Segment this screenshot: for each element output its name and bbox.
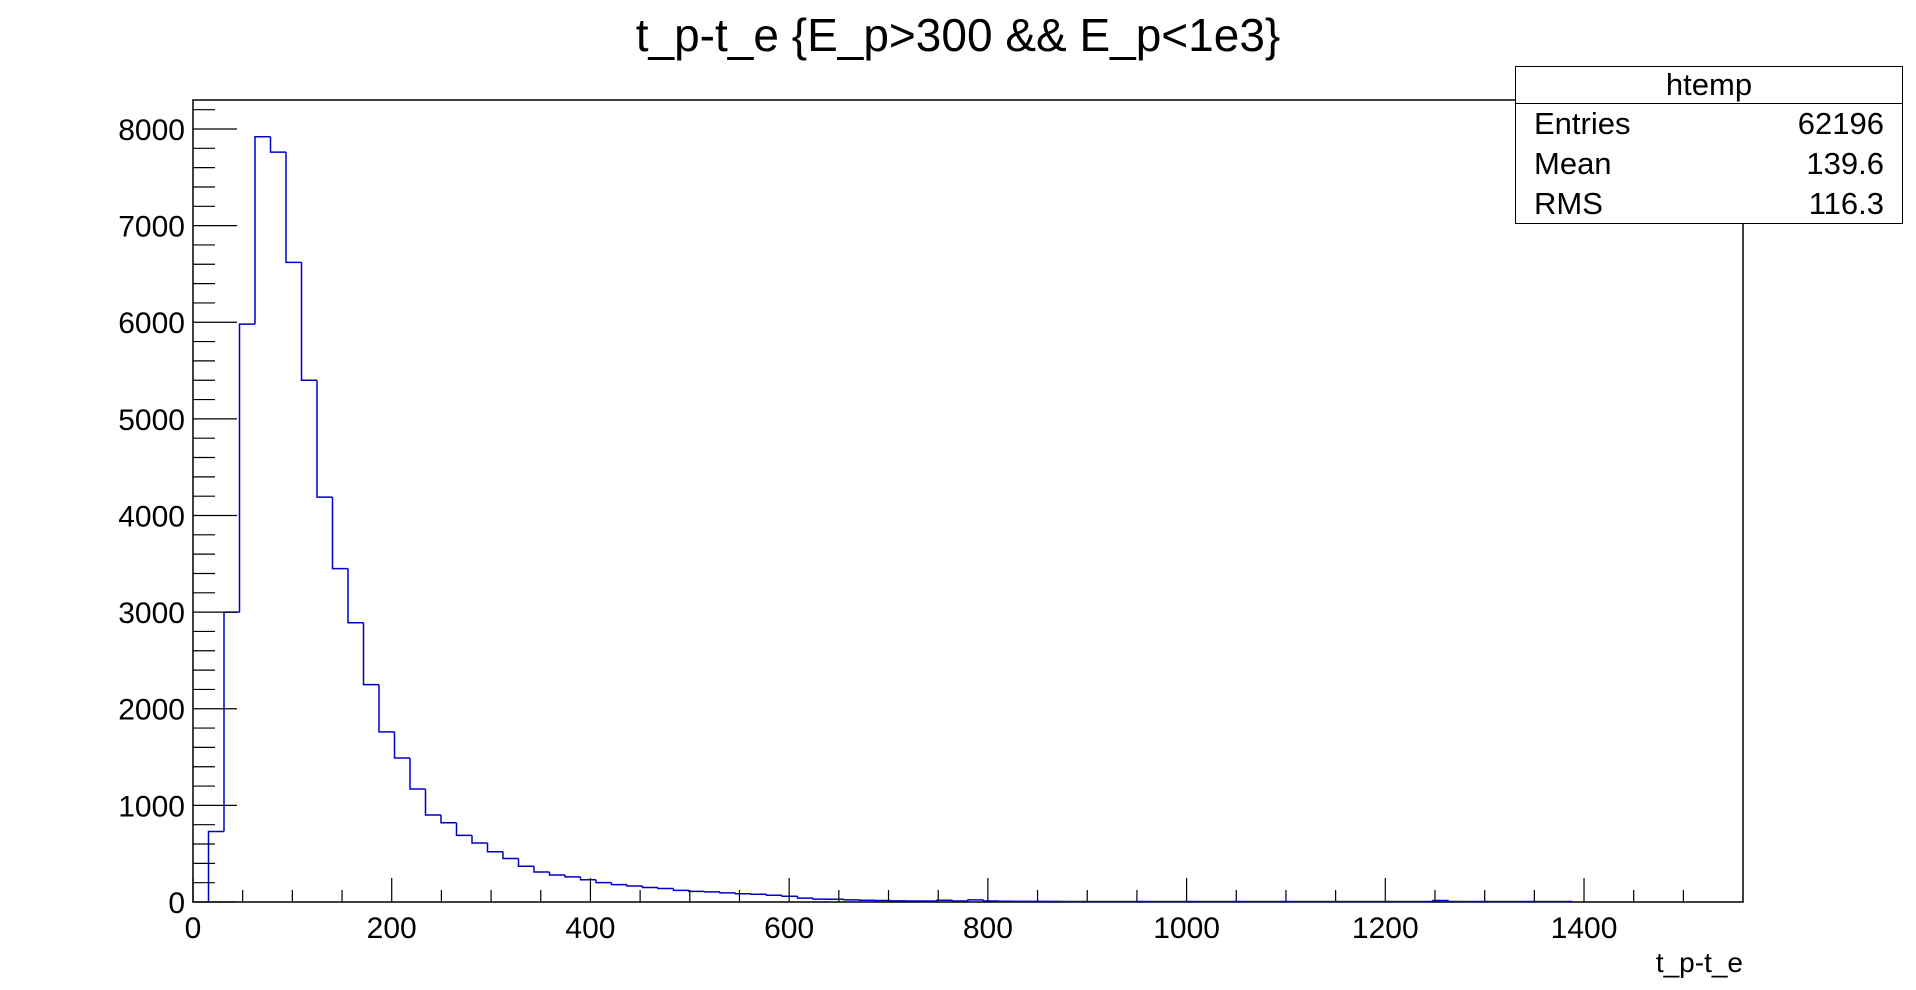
chart-title: t_p-t_e {E_p>300 && E_p<1e3} bbox=[635, 9, 1281, 61]
stats-box-title: htemp bbox=[1516, 67, 1902, 104]
x-tick-label: 800 bbox=[963, 912, 1013, 945]
histogram-bin bbox=[734, 892, 751, 895]
histogram-bin bbox=[362, 622, 379, 686]
histogram-bin bbox=[316, 380, 333, 498]
y-tick-label: 5000 bbox=[118, 404, 185, 437]
histogram-bin bbox=[641, 886, 658, 889]
histogram-bin bbox=[688, 890, 705, 893]
histogram-bin bbox=[254, 135, 271, 325]
histogram-bin bbox=[1432, 899, 1449, 902]
x-tick-label: 1000 bbox=[1153, 912, 1220, 945]
y-tick-label: 7000 bbox=[118, 211, 185, 244]
histogram-bin bbox=[238, 323, 255, 613]
histogram-bin bbox=[207, 830, 224, 902]
histogram-bin bbox=[579, 876, 596, 881]
histogram-bin bbox=[393, 731, 410, 759]
histogram-bin bbox=[223, 611, 240, 832]
x-tick-label: 200 bbox=[367, 912, 417, 945]
histogram-bin bbox=[951, 900, 968, 902]
histogram-bin bbox=[548, 872, 565, 876]
x-tick-label: 400 bbox=[565, 912, 615, 945]
histogram-bin bbox=[719, 891, 736, 894]
stats-row-mean: Mean 139.6 bbox=[1516, 144, 1902, 184]
y-tick-label: 1000 bbox=[118, 790, 185, 823]
histogram-bin bbox=[595, 879, 612, 884]
stats-label: Entries bbox=[1534, 106, 1631, 141]
y-tick-label: 0 bbox=[168, 887, 185, 920]
histogram-bin bbox=[765, 894, 782, 896]
histogram-bin bbox=[455, 822, 472, 837]
y-tick-label: 4000 bbox=[118, 500, 185, 533]
stats-value: 62196 bbox=[1797, 106, 1884, 141]
histogram-bin bbox=[781, 895, 798, 897]
x-axis-title: t_p-t_e bbox=[1656, 947, 1743, 978]
y-tick-label: 3000 bbox=[118, 597, 185, 630]
histogram-bin bbox=[564, 874, 581, 878]
y-tick-label: 6000 bbox=[118, 307, 185, 340]
histogram-bin bbox=[502, 851, 519, 860]
histogram-bin bbox=[409, 758, 426, 790]
x-tick-label: 1200 bbox=[1352, 912, 1419, 945]
histogram-bin bbox=[796, 896, 813, 899]
histogram-bin bbox=[672, 888, 689, 892]
histogram-bin bbox=[347, 568, 364, 624]
stats-row-rms: RMS 116.3 bbox=[1516, 184, 1902, 224]
stats-label: RMS bbox=[1534, 186, 1603, 221]
histogram-bin bbox=[486, 843, 503, 853]
histogram-bin bbox=[936, 899, 953, 902]
y-tick-label: 2000 bbox=[118, 694, 185, 727]
histogram-bin bbox=[331, 497, 348, 570]
plot-frame bbox=[192, 99, 1744, 903]
histogram-bin bbox=[269, 136, 286, 153]
histogram-bin bbox=[967, 899, 984, 902]
histogram-bin bbox=[471, 835, 488, 844]
histogram-bin bbox=[378, 684, 395, 733]
stats-box: htemp Entries 62196 Mean 139.6 RMS 116.3 bbox=[1515, 66, 1903, 224]
histogram-bin bbox=[626, 884, 643, 887]
x-tick-label: 1400 bbox=[1551, 912, 1618, 945]
histogram-bin bbox=[440, 815, 457, 824]
histogram-bin bbox=[1447, 900, 1464, 903]
stats-value: 116.3 bbox=[1808, 186, 1884, 221]
histogram-bin bbox=[517, 858, 534, 867]
y-tick-label: 8000 bbox=[118, 114, 185, 147]
stats-row-entries: Entries 62196 bbox=[1516, 104, 1902, 144]
x-tick-label: 0 bbox=[185, 912, 202, 945]
histogram-bin bbox=[533, 866, 550, 873]
histogram-bin bbox=[424, 788, 441, 816]
histogram-bin bbox=[610, 882, 627, 886]
histogram-bin bbox=[843, 899, 860, 901]
histogram-bin bbox=[285, 152, 302, 264]
histogram-bin bbox=[300, 262, 317, 381]
histogram-bin bbox=[657, 887, 674, 890]
histogram-bin bbox=[812, 898, 829, 900]
stats-label: Mean bbox=[1534, 146, 1612, 181]
histogram-bin bbox=[982, 899, 999, 902]
x-tick-label: 600 bbox=[764, 912, 814, 945]
stats-value: 139.6 bbox=[1806, 146, 1884, 181]
